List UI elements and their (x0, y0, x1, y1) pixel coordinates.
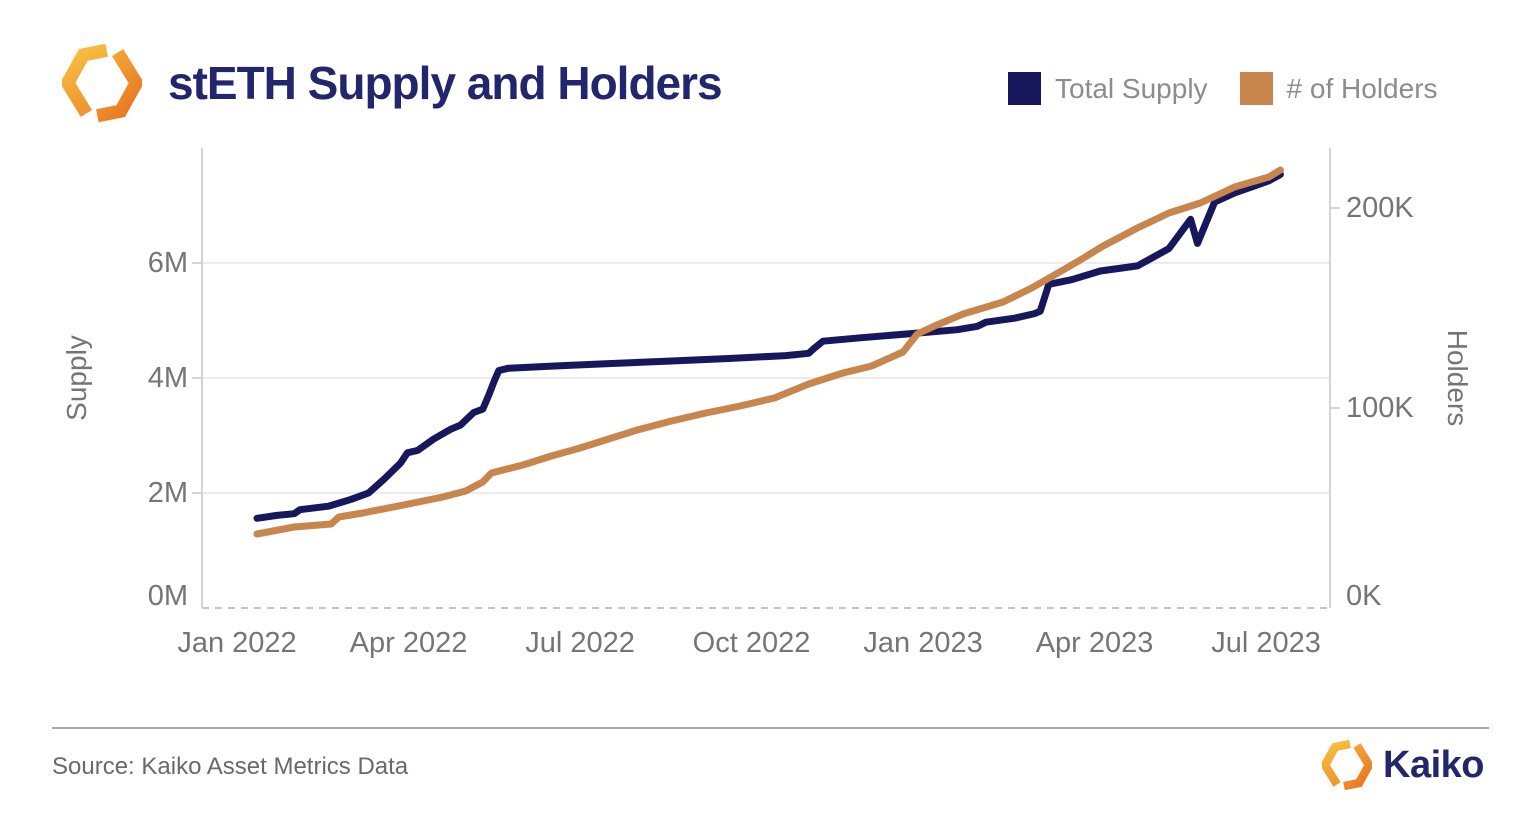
footer-divider (52, 727, 1489, 729)
kaiko-logo-icon (62, 44, 142, 122)
legend-swatch-total-supply (1008, 72, 1041, 105)
y-left-tick-label: 4M (148, 362, 188, 394)
y-right-tick-label: 100K (1346, 392, 1414, 424)
y-left-tick-label: 6M (148, 247, 188, 279)
x-tick-label: Oct 2022 (693, 627, 811, 659)
supply-axis-title: Supply (61, 335, 92, 421)
y-left-tick-label: 2M (148, 477, 188, 509)
x-tick-label: Apr 2023 (1036, 627, 1154, 659)
x-tick-label: Jul 2022 (525, 627, 635, 659)
x-tick-label: Jan 2022 (177, 627, 296, 659)
legend-item-holders[interactable]: # of Holders (1239, 72, 1438, 105)
legend-swatch-holders (1239, 72, 1273, 105)
y-right-tick-label: 200K (1346, 192, 1414, 224)
legend-label-holders: # of Holders (1286, 72, 1438, 104)
legend-label-total-supply: Total Supply (1055, 72, 1208, 104)
brand-name: Kaiko (1383, 743, 1484, 786)
kaiko-logo-icon-small (1322, 740, 1372, 790)
holders-line (253, 166, 1284, 538)
legend-item-total-supply[interactable]: Total Supply (1008, 72, 1208, 105)
chart-legend: Total Supply # of Holders (1008, 72, 1470, 105)
x-tick-label: Apr 2022 (350, 627, 468, 659)
x-tick-label: Jul 2023 (1211, 627, 1321, 659)
page-title: stETH Supply and Holders (168, 57, 723, 109)
holders-axis-title: Holders (1442, 330, 1473, 426)
total-supply-line (253, 170, 1284, 522)
source-caption: Source: Kaiko Asset Metrics Data (52, 753, 409, 780)
y-right-tick-label: 0K (1346, 580, 1382, 612)
x-tick-label: Jan 2023 (863, 627, 982, 659)
y-left-tick-label: 0M (148, 580, 188, 612)
brand-lockup: Kaiko (1322, 740, 1484, 790)
